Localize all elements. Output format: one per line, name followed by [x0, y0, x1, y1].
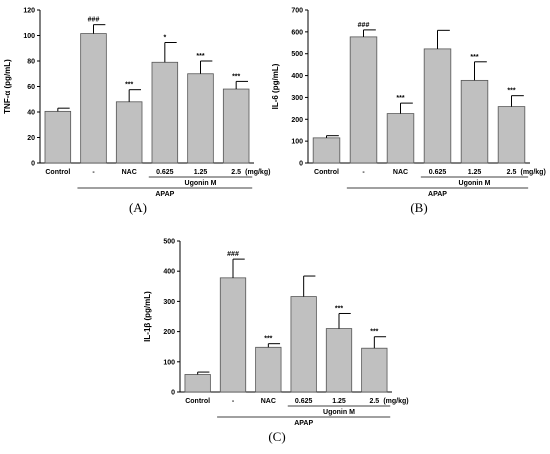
- bar: [187, 73, 214, 164]
- category-label: 2.5: [369, 398, 379, 405]
- y-tick-label: 500: [163, 239, 175, 246]
- y-tick-label: 200: [163, 329, 175, 336]
- apap-group-label: APAP: [428, 191, 447, 198]
- significance-label: *: [163, 35, 166, 42]
- y-tick-label: 700: [291, 8, 303, 15]
- bar: [184, 374, 211, 393]
- significance-label: ***: [370, 329, 378, 336]
- y-tick-label: 0: [299, 161, 303, 168]
- ugonin-group-label: Ugonin M: [323, 409, 355, 416]
- panel-label: (A): [129, 200, 147, 215]
- y-tick-label: 120: [23, 8, 35, 15]
- ugonin-group-label: Ugonin M: [185, 180, 217, 187]
- bar: [386, 113, 415, 164]
- bar: [312, 137, 341, 164]
- y-axis-label: IL-1β (pg/mL): [143, 291, 152, 342]
- unit-label: (mg/kg): [521, 169, 546, 176]
- y-tick-label: 200: [291, 117, 303, 124]
- y-tick-label: 60: [27, 84, 35, 91]
- bar: [255, 346, 282, 393]
- unit-label: (mg/kg): [245, 169, 270, 176]
- y-tick-label: 300: [163, 299, 175, 306]
- significance-label: ***: [335, 305, 343, 312]
- y-tick-label: 0: [31, 161, 35, 168]
- bar: [222, 88, 250, 164]
- y-tick-label: 100: [291, 139, 303, 146]
- category-label: 2.5: [231, 169, 241, 176]
- bar: [497, 106, 526, 164]
- category-label: Control: [45, 169, 70, 176]
- ugonin-group-label: Ugonin M: [459, 180, 491, 187]
- bar: [325, 328, 353, 393]
- category-label: 1.25: [332, 398, 346, 405]
- significance-label: ***: [125, 82, 133, 89]
- chart-panel-3: 0 100 200 300 400 500 IL-1β (pg/mL) Control ### -…: [143, 239, 409, 445]
- category-label: NAC: [393, 169, 408, 176]
- bar: [460, 79, 489, 164]
- y-tick-label: 40: [27, 110, 35, 117]
- bar: [349, 36, 378, 164]
- significance-label: ###: [227, 251, 239, 258]
- category-label: NAC: [122, 169, 137, 176]
- category-label: 1.25: [194, 169, 208, 176]
- panel-label: (B): [410, 200, 427, 215]
- bar: [151, 61, 179, 164]
- y-tick-label: 100: [23, 33, 35, 40]
- bar: [361, 347, 388, 393]
- category-label: Control: [314, 169, 339, 176]
- category-label: NAC: [261, 398, 276, 405]
- significance-label: ###: [88, 17, 100, 24]
- y-tick-label: 100: [163, 359, 175, 366]
- significance-label: ***: [396, 95, 404, 102]
- apap-group-label: APAP: [294, 420, 313, 427]
- bar: [423, 48, 452, 164]
- category-label: 1.25: [468, 169, 482, 176]
- y-tick-label: 600: [291, 29, 303, 36]
- significance-label: ***: [470, 54, 478, 61]
- y-tick-label: 80: [27, 59, 35, 66]
- category-label: 2.5: [507, 169, 517, 176]
- significance-label: ***: [232, 73, 240, 80]
- unit-label: (mg/kg): [383, 398, 408, 405]
- significance-label: ***: [196, 53, 204, 60]
- category-label: Control: [185, 398, 210, 405]
- bar: [219, 277, 247, 393]
- bar: [115, 101, 143, 164]
- significance-label: ***: [507, 88, 515, 95]
- category-label: 0.625: [295, 398, 313, 405]
- bar: [290, 296, 317, 393]
- significance-label: ***: [264, 336, 272, 343]
- y-axis-label: TNF-α (pg/mL): [3, 59, 12, 114]
- category-label: -: [362, 169, 365, 176]
- category-label: -: [92, 169, 95, 176]
- y-tick-label: 300: [291, 95, 303, 102]
- category-label: 0.625: [429, 169, 447, 176]
- panel-label: (C): [268, 429, 285, 444]
- chart-panel-1: 0 20 40 60 80 100 120 TNF-α (pg/mL) Control ### - *…: [3, 8, 270, 216]
- y-tick-label: 400: [291, 73, 303, 80]
- bar: [80, 33, 107, 164]
- chart-panel-2: 0 100 200 300 400 500 600 700 IL-6 (pg/mL) Contro…: [271, 8, 546, 216]
- y-tick-label: 500: [291, 51, 303, 58]
- y-axis-label: IL-6 (pg/mL): [271, 63, 280, 109]
- significance-label: ###: [358, 22, 370, 29]
- apap-group-label: APAP: [155, 191, 174, 198]
- category-label: 0.625: [156, 169, 174, 176]
- y-tick-label: 400: [163, 269, 175, 276]
- bar: [44, 110, 72, 164]
- category-label: -: [232, 398, 235, 405]
- y-tick-label: 20: [27, 135, 35, 142]
- y-tick-label: 0: [171, 390, 175, 397]
